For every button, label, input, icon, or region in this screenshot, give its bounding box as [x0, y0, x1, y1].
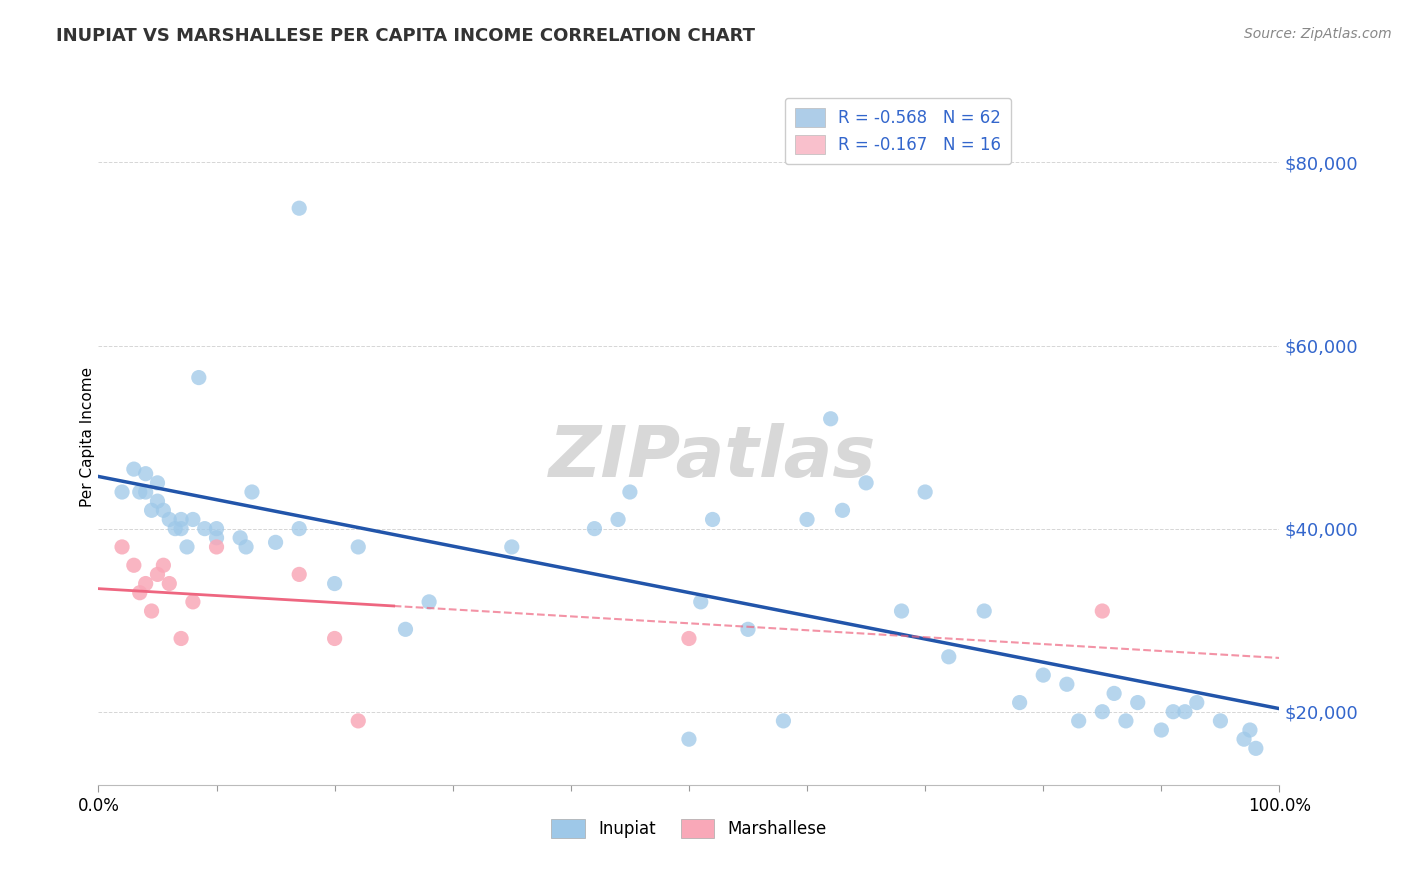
Point	[288, 567, 311, 582]
Point	[1209, 714, 1232, 728]
Point	[176, 540, 198, 554]
Point	[583, 522, 606, 536]
Point	[394, 623, 416, 637]
Point	[146, 567, 169, 582]
Point	[1126, 696, 1149, 710]
Point	[170, 522, 193, 536]
Point	[229, 531, 252, 545]
Point	[702, 512, 724, 526]
Point	[111, 540, 134, 554]
Text: INUPIAT VS MARSHALLESE PER CAPITA INCOME CORRELATION CHART: INUPIAT VS MARSHALLESE PER CAPITA INCOME…	[56, 27, 755, 45]
Point	[1102, 686, 1125, 700]
Point	[146, 475, 169, 490]
Point	[323, 632, 346, 646]
Point	[181, 595, 204, 609]
Point	[501, 540, 523, 554]
Point	[1056, 677, 1078, 691]
Point	[1091, 604, 1114, 618]
Point	[152, 503, 174, 517]
Point	[141, 503, 163, 517]
Point	[205, 522, 228, 536]
Point	[1244, 741, 1267, 756]
Y-axis label: Per Capita Income: Per Capita Income	[80, 367, 94, 508]
Point	[607, 512, 630, 526]
Point	[128, 485, 150, 500]
Point	[772, 714, 794, 728]
Point	[678, 632, 700, 646]
Point	[820, 411, 842, 425]
Point	[418, 595, 440, 609]
Point	[737, 623, 759, 637]
Point	[135, 576, 157, 591]
Point	[111, 485, 134, 500]
Point	[1091, 705, 1114, 719]
Point	[240, 485, 263, 500]
Point	[288, 201, 311, 215]
Point	[122, 462, 145, 476]
Point	[678, 732, 700, 747]
Point	[347, 714, 370, 728]
Point	[170, 512, 193, 526]
Point	[146, 494, 169, 508]
Point	[1174, 705, 1197, 719]
Point	[855, 475, 877, 490]
Point	[152, 558, 174, 573]
Point	[689, 595, 711, 609]
Point	[619, 485, 641, 500]
Point	[1008, 696, 1031, 710]
Point	[165, 522, 187, 536]
Point	[264, 535, 287, 549]
Point	[796, 512, 818, 526]
Legend: Inupiat, Marshallese: Inupiat, Marshallese	[543, 810, 835, 847]
Point	[831, 503, 853, 517]
Point	[890, 604, 912, 618]
Point	[1067, 714, 1090, 728]
Point	[194, 522, 217, 536]
Point	[1115, 714, 1137, 728]
Point	[1239, 723, 1261, 737]
Point	[181, 512, 204, 526]
Text: ZIPatlas: ZIPatlas	[548, 424, 876, 492]
Point	[1185, 696, 1208, 710]
Point	[1233, 732, 1256, 747]
Point	[1150, 723, 1173, 737]
Point	[288, 522, 311, 536]
Point	[135, 467, 157, 481]
Point	[135, 485, 157, 500]
Point	[122, 558, 145, 573]
Point	[1032, 668, 1054, 682]
Text: Source: ZipAtlas.com: Source: ZipAtlas.com	[1244, 27, 1392, 41]
Point	[914, 485, 936, 500]
Point	[205, 540, 228, 554]
Point	[938, 649, 960, 664]
Point	[170, 632, 193, 646]
Point	[347, 540, 370, 554]
Point	[973, 604, 995, 618]
Point	[205, 531, 228, 545]
Point	[157, 576, 180, 591]
Point	[187, 370, 209, 384]
Point	[128, 585, 150, 599]
Point	[141, 604, 163, 618]
Point	[235, 540, 257, 554]
Point	[157, 512, 180, 526]
Point	[1161, 705, 1184, 719]
Point	[323, 576, 346, 591]
